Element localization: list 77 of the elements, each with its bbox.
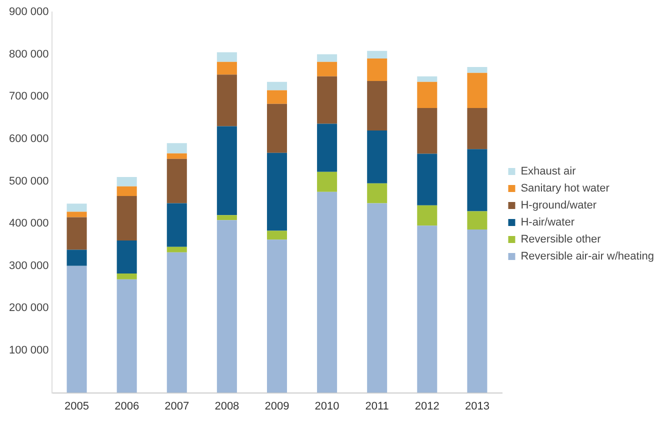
bar: [66, 217, 87, 250]
bar: [417, 76, 438, 82]
bar: [116, 240, 137, 274]
bar: [317, 124, 338, 172]
bar: [116, 279, 137, 393]
legend-label: H-air/water: [520, 216, 575, 229]
bar: [216, 62, 237, 75]
legend-label: Sanitary hot water: [520, 182, 610, 195]
y-tick-label: 200 000: [8, 302, 49, 314]
bar: [66, 212, 87, 218]
bar: [367, 203, 388, 393]
bar: [367, 130, 388, 184]
bar: [116, 273, 137, 280]
bar: [467, 72, 488, 108]
x-tick-label: 2006: [114, 400, 140, 412]
bar: [266, 240, 287, 393]
legend-label: Reversible air-air w/heating: [520, 250, 654, 263]
legend-label: Exhaust air: [520, 166, 576, 178]
bar: [166, 252, 187, 393]
bar: [367, 80, 388, 130]
bar: [317, 76, 338, 124]
bar: [367, 183, 388, 204]
bar: [317, 192, 338, 393]
bar: [417, 154, 438, 206]
x-tick-label: 2008: [214, 400, 240, 412]
x-tick-label: 2012: [414, 400, 440, 412]
bar: [266, 82, 287, 90]
bar: [166, 143, 187, 154]
legend-label: Reversible other: [520, 234, 602, 246]
bar: [317, 172, 338, 192]
bar: [216, 215, 237, 220]
bar: [166, 203, 187, 247]
bar: [317, 54, 338, 62]
x-tick-label: 2009: [264, 400, 290, 412]
bar: [166, 246, 187, 252]
bar: [417, 226, 438, 393]
y-tick-label: 500 000: [8, 175, 49, 188]
bar: [467, 67, 488, 73]
x-tick-label: 2005: [64, 400, 90, 412]
bar: [116, 177, 137, 186]
bar: [266, 152, 287, 231]
bar: [66, 204, 87, 212]
y-tick-label: 800 000: [8, 48, 49, 60]
bar: [417, 205, 438, 226]
bar: [467, 108, 488, 150]
bar: [467, 229, 488, 393]
bar: [467, 149, 488, 212]
bar: [216, 126, 237, 216]
x-tick-label: 2013: [464, 400, 490, 412]
bar: [166, 158, 187, 204]
legend-label: H-ground/water: [520, 200, 597, 212]
bar: [216, 220, 237, 393]
bar: [216, 74, 237, 126]
bar: [116, 186, 137, 196]
bar: [166, 153, 187, 159]
bar: [216, 52, 237, 62]
x-tick-label: 2007: [164, 400, 190, 412]
bar: [317, 62, 338, 76]
bar: [66, 250, 87, 266]
bar: [116, 196, 137, 240]
y-tick-label: 100 000: [8, 344, 49, 357]
bar: [266, 230, 287, 240]
bar: [266, 90, 287, 104]
bar: [367, 50, 388, 59]
x-tick-label: 2011: [365, 400, 389, 412]
bar: [66, 266, 87, 393]
y-tick-label: 300 000: [8, 260, 49, 272]
bar: [266, 104, 287, 153]
bar: [417, 108, 438, 154]
y-tick-label: 600 000: [8, 132, 49, 145]
bar: [467, 211, 488, 230]
x-tick-label: 2010: [314, 400, 340, 412]
y-tick-label: 700 000: [8, 90, 49, 103]
bar: [417, 82, 438, 108]
y-tick-label: 900 000: [8, 6, 49, 18]
y-tick-label: 400 000: [8, 218, 49, 230]
bar: [367, 58, 388, 81]
